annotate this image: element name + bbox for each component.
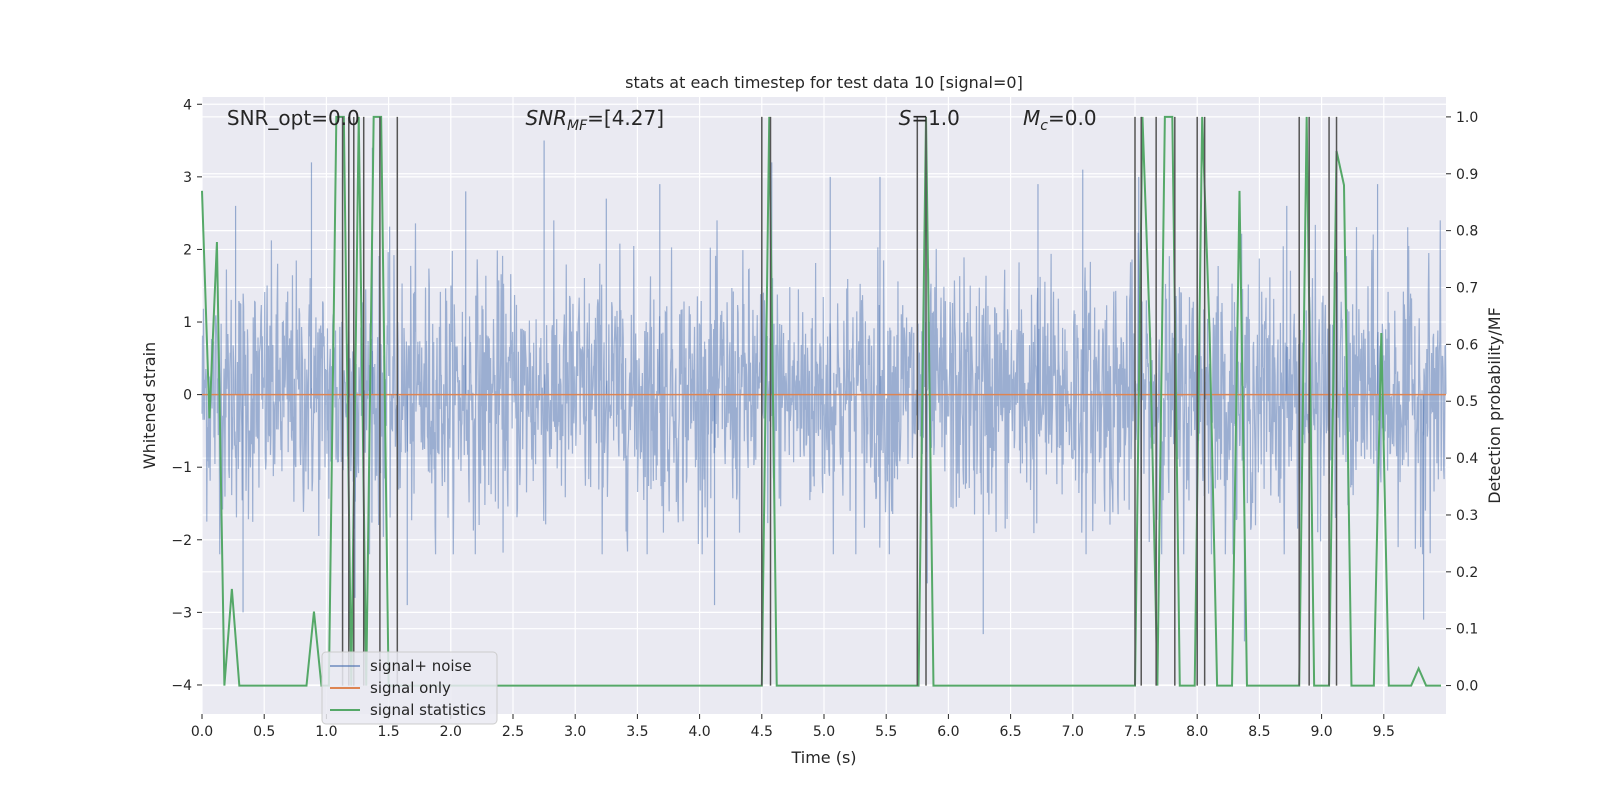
y-tick-label: −4 [171, 678, 192, 694]
y2-tick-label: 0.4 [1456, 451, 1478, 467]
y2-tick-label: 0.9 [1456, 167, 1478, 183]
legend-label: signal statistics [370, 701, 486, 719]
x-tick-label: 6.5 [999, 724, 1021, 740]
y-tick-label: 4 [183, 97, 192, 113]
annotation-text: Mc=0.0 [1023, 106, 1097, 134]
x-tick-label: 4.5 [751, 724, 773, 740]
y2-tick-label: 0.7 [1456, 281, 1478, 297]
noise-trace [201, 220, 1447, 555]
y-tick-label: 3 [183, 170, 192, 186]
y2-tick-label: 0.5 [1456, 394, 1478, 410]
annotation-text: SNRMF=[4.27] [525, 106, 664, 134]
y-tick-label: 0 [183, 388, 192, 404]
x-tick-label: 6.0 [937, 724, 959, 740]
x-tick-label: 9.5 [1373, 724, 1395, 740]
annotation-text: S=1.0 [899, 106, 960, 130]
x-tick-label: 8.0 [1186, 724, 1208, 740]
y-tick-label: 1 [183, 315, 192, 331]
x-tick-label: 5.0 [813, 724, 835, 740]
x-tick-label: 5.5 [875, 724, 897, 740]
x-tick-label: 2.5 [502, 724, 524, 740]
y-tick-label: −3 [171, 605, 192, 621]
x-tick-label: 7.5 [1124, 724, 1146, 740]
annotations: SNR_opt=0.0 SNRMF=[4.27] S=1.0 Mc=0.0 [227, 106, 1097, 134]
detection-lines [341, 116, 1338, 686]
x-tick-label: 0.0 [191, 724, 213, 740]
x-tick-label: 7.0 [1062, 724, 1084, 740]
y-tick-label: −2 [171, 533, 192, 549]
y-tick-label: −1 [171, 460, 192, 476]
x-tick-label: 3.0 [564, 724, 586, 740]
x-axis-label: Time (s) [790, 748, 856, 767]
x-tick-label: 1.0 [315, 724, 337, 740]
chart-title: stats at each timestep for test data 10 … [625, 73, 1023, 92]
x-tick-label: 3.5 [626, 724, 648, 740]
legend-label: signal+ noise [370, 657, 472, 675]
legend-label: signal only [370, 679, 451, 697]
x-tick-label: 8.5 [1248, 724, 1270, 740]
y2-tick-label: 0.8 [1456, 224, 1478, 240]
x-tick-label: 0.5 [253, 724, 275, 740]
legend-box [321, 651, 498, 725]
y-tick-label: 2 [183, 242, 192, 258]
y2-tick-label: 0.0 [1456, 679, 1478, 695]
axes: 0.0 0.5 1.0 1.5 2.0 2.5 3.0 3.5 4.0 4.5 5.0 5.5 6.0 6… [171, 97, 1478, 740]
x-tick-label: 9.0 [1310, 724, 1332, 740]
x-tick-label: 2.0 [440, 724, 462, 740]
legend: signal+ noise signal only signal statistic… [321, 651, 498, 725]
y2-tick-label: 0.6 [1456, 337, 1478, 353]
y2-tick-label: 0.3 [1456, 508, 1478, 524]
y2-axis-label: Detection probability/MF [1485, 307, 1504, 504]
annotation-text: SNR_opt=0.0 [227, 106, 360, 130]
x-tick-label: 1.5 [377, 724, 399, 740]
y2-tick-label: 0.1 [1456, 622, 1478, 638]
y2-tick-label: 1.0 [1456, 110, 1478, 126]
x-tick-label: 4.0 [688, 724, 710, 740]
y2-tick-label: 0.2 [1456, 565, 1478, 581]
y-axis-label: Whitened strain [140, 342, 159, 469]
